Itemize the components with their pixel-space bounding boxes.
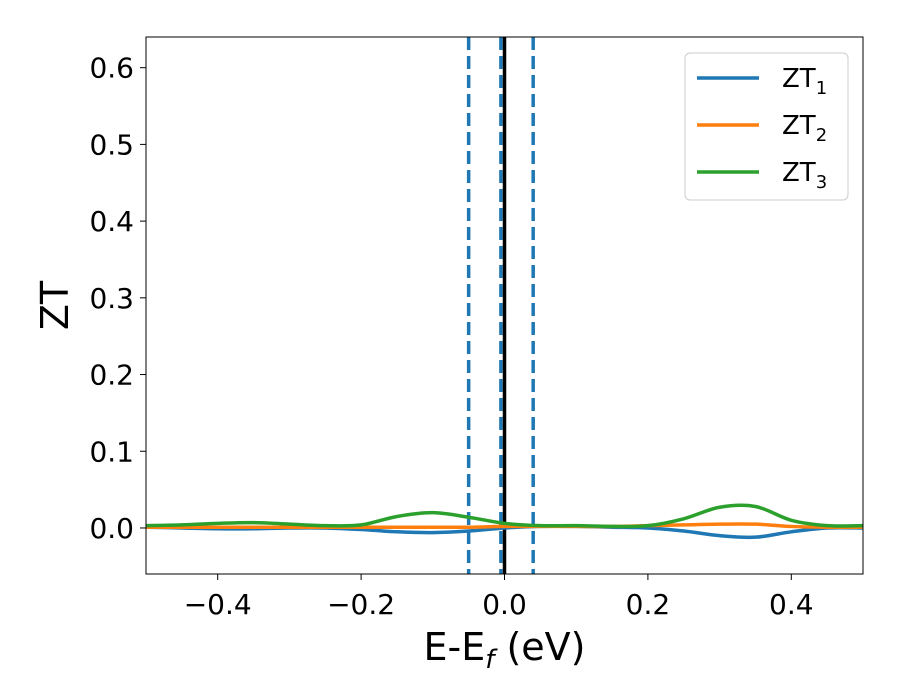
legend: ZT1 ZT2 ZT3: [684, 52, 849, 201]
plot-area: [145, 36, 864, 575]
y-tick-label: 0.5: [89, 128, 134, 161]
y-tick-label: 0.1: [89, 435, 134, 468]
y-axis-ticks: 0.0 0.1 0.2 0.3 0.4 0.5 0.6: [89, 52, 146, 545]
legend-label: ZT2: [782, 111, 827, 146]
series-line-zt-3: [146, 503, 863, 529]
legend-label: ZT1: [782, 64, 827, 99]
x-tick-label: 0.4: [769, 588, 814, 621]
series-lines: [146, 503, 863, 540]
x-tick-label: 0.0: [482, 588, 527, 621]
y-tick-label: 0.2: [89, 359, 134, 392]
legend-box: [684, 52, 849, 201]
y-tick-label: 0.6: [89, 52, 134, 85]
reference-lines: [466, 37, 535, 574]
x-tick-label: 0.2: [626, 588, 671, 621]
x-tick-label: −0.4: [184, 588, 252, 621]
x-axis-ticks: −0.4 −0.2 0.0 0.2 0.4: [184, 574, 814, 621]
x-tick-label: −0.2: [327, 588, 395, 621]
y-tick-label: 0.3: [89, 282, 134, 315]
x-axis-label: E-Ef (eV): [424, 625, 586, 675]
y-tick-label: 0.0: [89, 512, 134, 545]
series-line-zt-2: [146, 522, 863, 530]
y-axis-label: ZT: [33, 280, 77, 330]
legend-label: ZT3: [782, 158, 827, 193]
y-tick-label: 0.4: [89, 205, 134, 238]
